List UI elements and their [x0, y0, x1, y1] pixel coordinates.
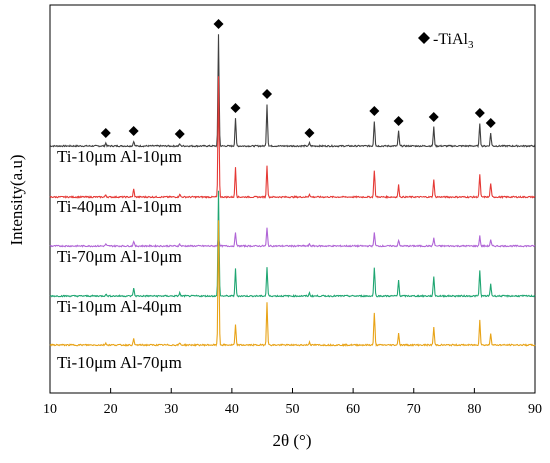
peak-marker-diamond-icon — [100, 128, 111, 138]
peak-marker-diamond-icon — [304, 128, 315, 138]
peak-marker-diamond-icon — [369, 106, 380, 116]
series-labels: Ti-10μm Al-10μm Ti-40μm Al-10μm Ti-70μm Al… — [57, 147, 182, 372]
legend-diamond-icon — [418, 32, 430, 44]
legend: -TiAl3 — [418, 31, 474, 51]
series-line-4 — [49, 220, 536, 347]
legend-text: -TiAl3 — [433, 31, 474, 51]
peak-markers — [100, 19, 496, 139]
peak-marker-diamond-icon — [485, 118, 496, 128]
x-tick-label-20: 20 — [104, 402, 118, 417]
x-axis-ticks: 10 20 30 40 50 60 70 80 90 — [43, 388, 542, 417]
x-tick-label-70: 70 — [407, 402, 421, 417]
series-label-1: Ti-40μm Al-10μm — [57, 197, 182, 216]
x-axis-label: 2θ (°) — [272, 431, 311, 450]
peak-marker-diamond-icon — [428, 112, 439, 122]
peak-marker-diamond-icon — [213, 19, 224, 29]
x-tick-label-50: 50 — [286, 402, 300, 417]
x-tick-label-30: 30 — [164, 402, 178, 417]
series-line-3 — [49, 190, 536, 299]
peak-marker-diamond-icon — [393, 116, 404, 126]
series-label-2: Ti-70μm Al-10μm — [57, 247, 182, 266]
series-label-3: Ti-10μm Al-40μm — [57, 297, 182, 316]
peak-marker-diamond-icon — [128, 126, 139, 136]
peak-marker-diamond-icon — [174, 129, 185, 139]
x-tick-label-80: 80 — [467, 402, 481, 417]
traces — [49, 34, 536, 347]
x-tick-label-60: 60 — [346, 402, 360, 417]
y-axis-label: Intensity(a.u) — [7, 154, 26, 245]
series-label-0: Ti-10μm Al-10μm — [57, 147, 182, 166]
peak-marker-diamond-icon — [230, 103, 241, 113]
peak-marker-diamond-icon — [474, 108, 485, 118]
series-line-2 — [49, 227, 536, 248]
series-line-0 — [49, 34, 536, 149]
x-tick-label-40: 40 — [225, 402, 239, 417]
series-line-1 — [49, 76, 536, 200]
peak-marker-diamond-icon — [262, 89, 273, 99]
series-label-4: Ti-10μm Al-70μm — [57, 353, 182, 372]
x-tick-label-10: 10 — [43, 402, 57, 417]
x-tick-label-90: 90 — [528, 402, 542, 417]
